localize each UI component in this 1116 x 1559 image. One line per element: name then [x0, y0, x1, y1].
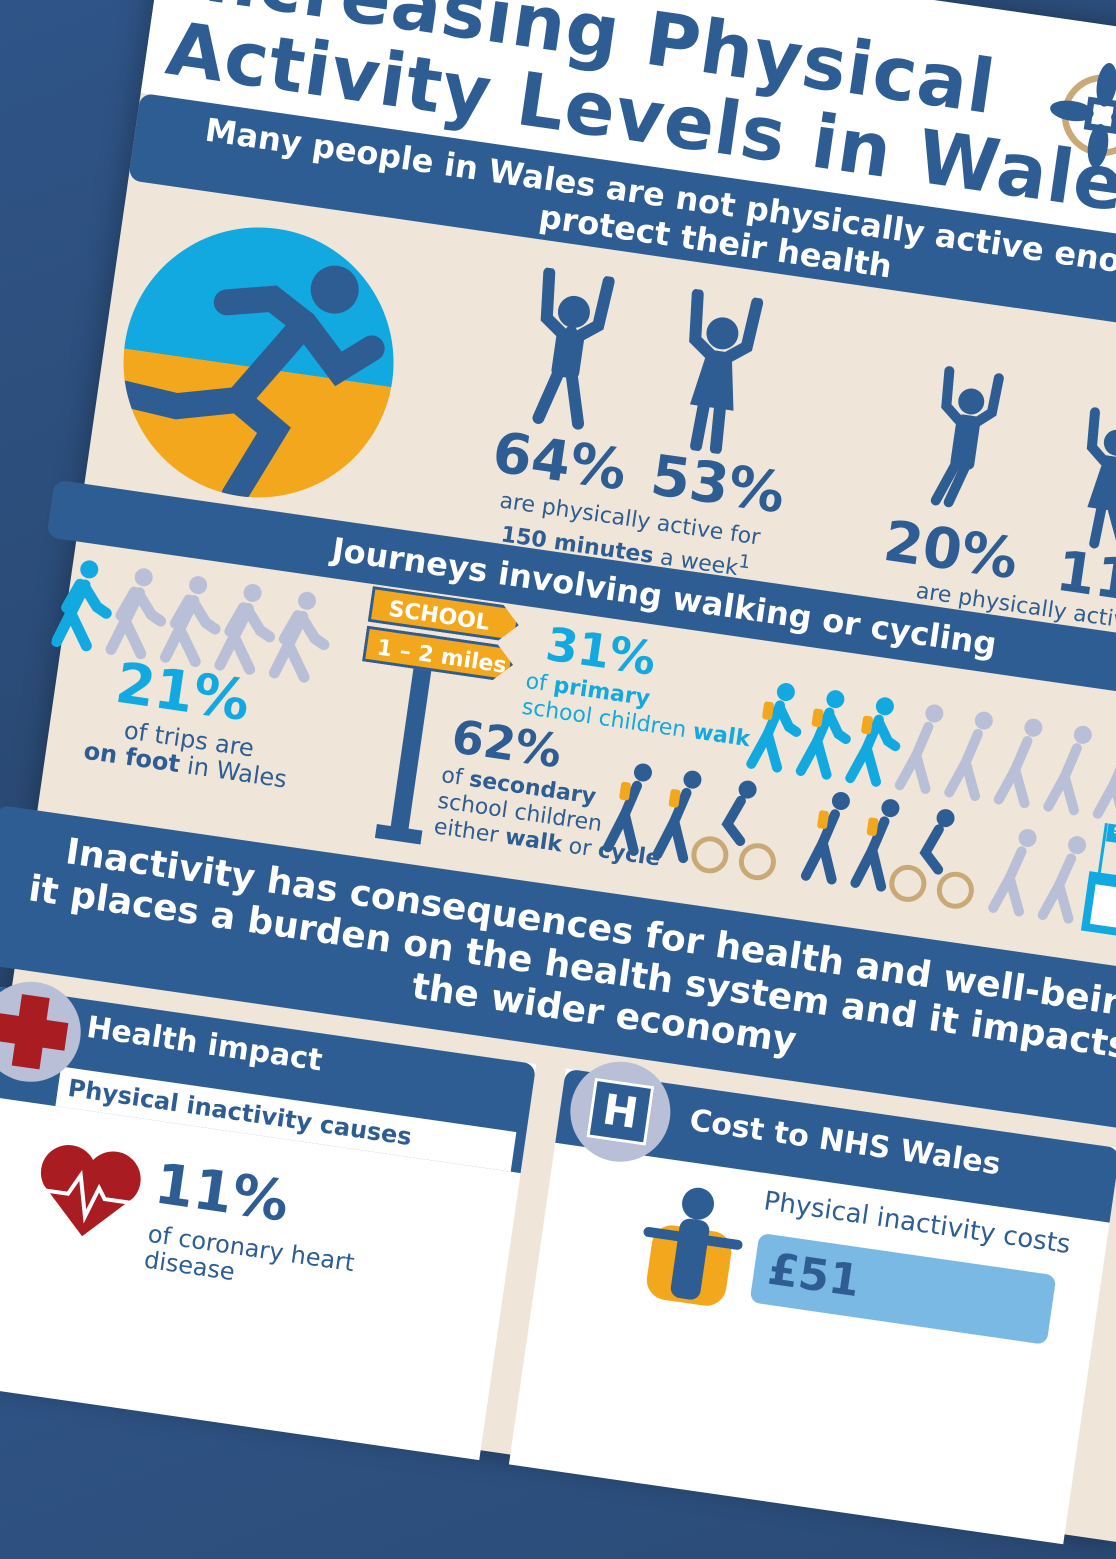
girl-jumping-icon [1086, 407, 1116, 549]
nhs-wales-logo-icon [1050, 62, 1116, 168]
health-impact-panel: Health impact Physical inactivity causes… [0, 975, 537, 1461]
nhs-cost-panel: Cost to NHS Wales H Physical inactivity … [508, 1055, 1116, 1545]
woman-figure-icon [689, 288, 764, 455]
person-in-chair-icon [643, 1187, 743, 1306]
running-figure-circle [105, 209, 412, 516]
signpost-base [374, 824, 423, 845]
health-impact-caption: of coronary heart disease [142, 1219, 357, 1287]
walking-people-icons [51, 560, 330, 683]
running-person-icon [109, 265, 385, 509]
heart-heartbeat-icon [38, 1145, 141, 1237]
primary-children-walking-icons [746, 683, 1116, 823]
secondary-children-walk-cycle-icons [602, 763, 1116, 941]
boy-jumping-icon [930, 366, 1004, 508]
man-figure-icon [532, 267, 615, 430]
